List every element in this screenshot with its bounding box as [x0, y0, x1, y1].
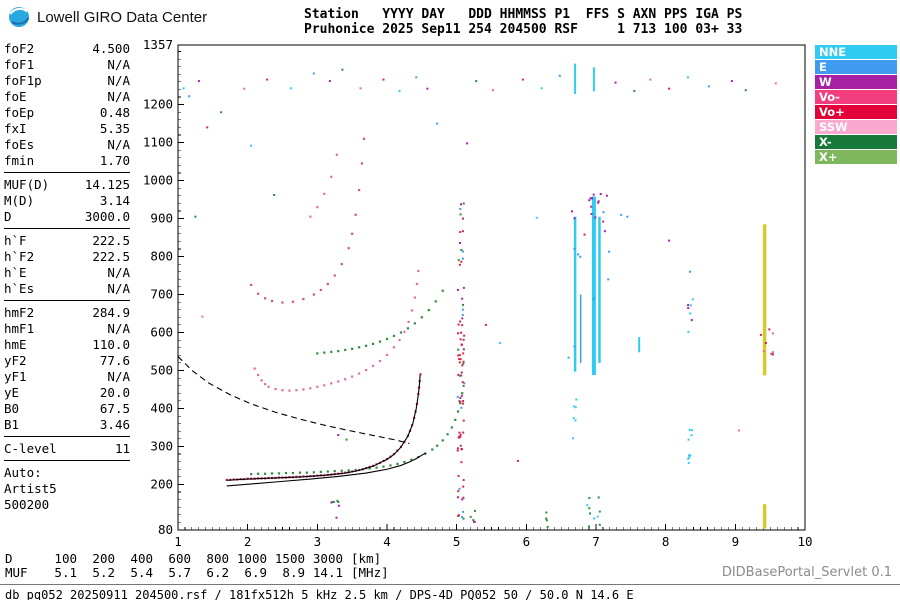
- param-group: foF2 4.500 foF1 N/A foF1p N/A foE N/A foEp 0.48 fx…: [4, 40, 130, 173]
- param-clevel: C-level 11: [4, 441, 130, 456]
- y-tick-label: 500: [150, 362, 173, 377]
- param-foep: foEp 0.48: [4, 105, 130, 120]
- y-tick-label: 1357: [143, 40, 173, 52]
- param-group: C-level 11: [4, 440, 130, 461]
- legend-item-e: E: [815, 60, 897, 74]
- footer-row-muf: MUF 5.1 5.2 5.4 5.7 6.2 6.9 8.9 14.1 [MHz]: [5, 565, 389, 580]
- x-tick-label: 3: [314, 534, 322, 549]
- param-hf2: h`F2 222.5: [4, 249, 130, 264]
- param-hf: h`F 222.5: [4, 233, 130, 248]
- param-hes: h`Es N/A: [4, 281, 130, 296]
- trace-lines: [177, 356, 427, 487]
- distance-muf-table: D 100 200 400 600 800 1000 1500 3000 [km] MUF 5.1 5.…: [5, 552, 389, 580]
- x-tick-label: 4: [383, 534, 391, 549]
- param-mufd: MUF(D) 14.125: [4, 177, 130, 192]
- param-fof1: foF1 N/A: [4, 57, 130, 72]
- plot-axes: 8020030040050060070080090010001100120013…: [143, 40, 813, 549]
- y-tick-label: 900: [150, 211, 173, 226]
- param-hmf1: hmF1 N/A: [4, 321, 130, 336]
- footer-row-d: D 100 200 400 600 800 1000 1500 3000 [km]: [5, 551, 382, 566]
- param-yf1: yF1 N/A: [4, 369, 130, 384]
- y-tick-label: 300: [150, 438, 173, 453]
- status-line: db pq052 20250911 204500.rsf / 181fx512h…: [0, 584, 900, 600]
- legend-item-ssw: SSW: [815, 120, 897, 134]
- param-auto: Auto:: [4, 465, 42, 480]
- param-fxi: fxI 5.35: [4, 121, 130, 136]
- param-group: hmF2 284.9 hmF1 N/A hmE 110.0 yF2 77.6 yF1 N/A yE 2…: [4, 304, 130, 437]
- parameter-panel: foF2 4.500 foF1 N/A foF1p N/A foE N/A foEp 0.48 fx…: [4, 40, 130, 519]
- param-500200: 500200: [4, 497, 50, 512]
- param-fmin: fmin 1.70: [4, 153, 130, 168]
- x-tick-label: 7: [592, 534, 600, 549]
- param-md: M(D) 3.14: [4, 193, 130, 208]
- brand-title: Lowell GIRO Data Center: [37, 8, 208, 26]
- legend-item-x-plus: X+: [815, 150, 897, 164]
- y-tick-label: 600: [150, 325, 173, 340]
- y-tick-label: 700: [150, 287, 173, 302]
- y-tick-label: 1100: [143, 135, 173, 150]
- y-tick-label: 1200: [143, 97, 173, 112]
- param-hmf2: hmF2 284.9: [4, 305, 130, 320]
- param-d: D 3000.0: [4, 209, 130, 224]
- legend-item-nne: NNE: [815, 45, 897, 59]
- legend-item-w: W: [815, 75, 897, 89]
- station-header-columns: Station YYYY DAY DDD HHMMSS P1 FFS S AXN…: [304, 7, 743, 22]
- param-he: h`E N/A: [4, 265, 130, 280]
- legend-item-x-minus: X-: [815, 135, 897, 149]
- echo-scatter-layer: [182, 63, 777, 529]
- y-tick-label: 200: [150, 476, 173, 491]
- y-tick-label: 1000: [143, 173, 173, 188]
- servlet-version: DIDBasePortal_Servlet 0.1: [721, 565, 892, 580]
- brand[interactable]: Lowell GIRO Data Center: [8, 6, 207, 28]
- legend-item-vo-minus: Vo-: [815, 90, 897, 104]
- x-tick-label: 2: [244, 534, 252, 549]
- param-artist5: Artist5: [4, 481, 57, 496]
- param-hme: hmE 110.0: [4, 337, 130, 352]
- param-foes: foEs N/A: [4, 137, 130, 152]
- x-tick-label: 5: [453, 534, 461, 549]
- param-b1: B1 3.46: [4, 417, 130, 432]
- param-b0: B0 67.5: [4, 401, 130, 416]
- param-group: Auto: Artist5 500200: [4, 464, 130, 516]
- lowell-logo-icon: [8, 6, 30, 28]
- legend-item-vo-plus: Vo+: [815, 105, 897, 119]
- x-tick-label: 1: [174, 534, 182, 549]
- param-yf2: yF2 77.6: [4, 353, 130, 368]
- y-tick-label: 80: [158, 522, 173, 537]
- param-fof2: foF2 4.500: [4, 41, 130, 56]
- y-tick-label: 800: [150, 249, 173, 264]
- param-ye: yE 20.0: [4, 385, 130, 400]
- y-tick-label: 400: [150, 400, 173, 415]
- echo-direction-legend: NNE E W Vo- Vo+ SSW X- X+: [815, 45, 897, 165]
- station-header-values: Pruhonice 2025 Sep11 254 204500 RSF 1 71…: [304, 22, 743, 37]
- x-tick-label: 8: [662, 534, 670, 549]
- x-tick-label: 10: [797, 534, 812, 549]
- ionogram-plot[interactable]: 8020030040050060070080090010001100120013…: [130, 40, 815, 552]
- param-group: h`F 222.5 h`F2 222.5 h`E N/A h`Es N/A: [4, 232, 130, 301]
- param-group: MUF(D) 14.125 M(D) 3.14 D 3000.0: [4, 176, 130, 229]
- station-header: Station YYYY DAY DDD HHMMSS P1 FFS S AXN…: [304, 7, 742, 37]
- x-tick-label: 6: [523, 534, 531, 549]
- x-tick-label: 9: [732, 534, 740, 549]
- param-foe: foE N/A: [4, 89, 130, 104]
- param-fof1p: foF1p N/A: [4, 73, 130, 88]
